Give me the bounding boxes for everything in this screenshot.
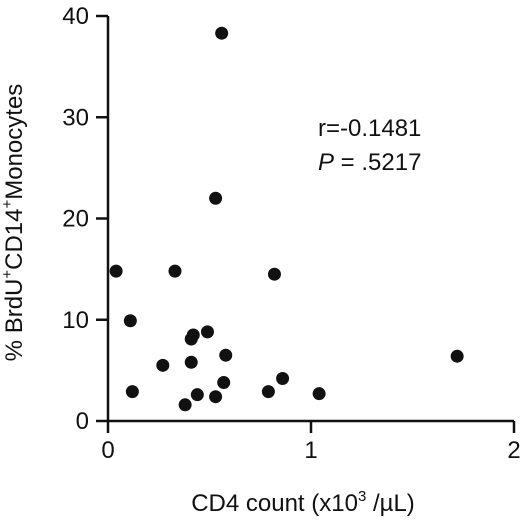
data-point [190, 388, 204, 402]
data-point [168, 264, 182, 278]
correlation-annotation: r=-0.1481 [318, 115, 421, 142]
p-value-annotation: P = .5217 [318, 149, 421, 176]
data-point [209, 191, 223, 205]
x-axis-label-superscript: 3 [358, 488, 366, 505]
data-point [123, 314, 137, 328]
data-point [450, 349, 464, 363]
x-axis-label-tail: /µL) [366, 490, 415, 517]
y-axis-label: % BrdU+CD14+Monocytes [0, 84, 28, 362]
x-axis-label: CD4 count (x103 /µL) [191, 488, 415, 517]
data-point [215, 26, 229, 40]
data-point [125, 385, 139, 399]
x-tick-label: 1 [304, 437, 317, 464]
data-point [186, 328, 200, 342]
data-point [261, 385, 275, 399]
data-point [267, 267, 281, 281]
y-axis-label-superscript: + [0, 270, 16, 279]
data-point [276, 371, 290, 385]
y-tick-label: 30 [62, 104, 89, 131]
p-value: = .5217 [334, 149, 421, 176]
y-tick-label: 20 [62, 206, 89, 233]
y-tick-label: 0 [76, 408, 89, 435]
data-point [200, 325, 214, 339]
data-point [184, 355, 198, 369]
x-tick-label: 2 [507, 437, 520, 464]
y-axis-label-part: CD14 [1, 209, 28, 270]
data-point [156, 358, 170, 372]
y-tick-label: 10 [62, 307, 89, 334]
data-point [217, 376, 231, 390]
data-point [209, 390, 223, 404]
data-point [109, 264, 123, 278]
ticks: 0 10 20 30 40 0 1 2 [62, 3, 520, 464]
x-tick-label: 0 [101, 437, 114, 464]
y-tick-label: 40 [62, 3, 89, 30]
data-points [109, 26, 464, 412]
y-axis-label-superscript: + [0, 200, 16, 209]
data-point [178, 398, 192, 412]
x-axis-label-main: CD4 count (x10 [191, 490, 358, 517]
y-axis-label-part: Monocytes [1, 84, 28, 200]
y-axis-label-part: % BrdU [1, 279, 28, 362]
p-label: P [318, 149, 334, 176]
data-point [219, 348, 233, 362]
data-point [312, 387, 326, 401]
